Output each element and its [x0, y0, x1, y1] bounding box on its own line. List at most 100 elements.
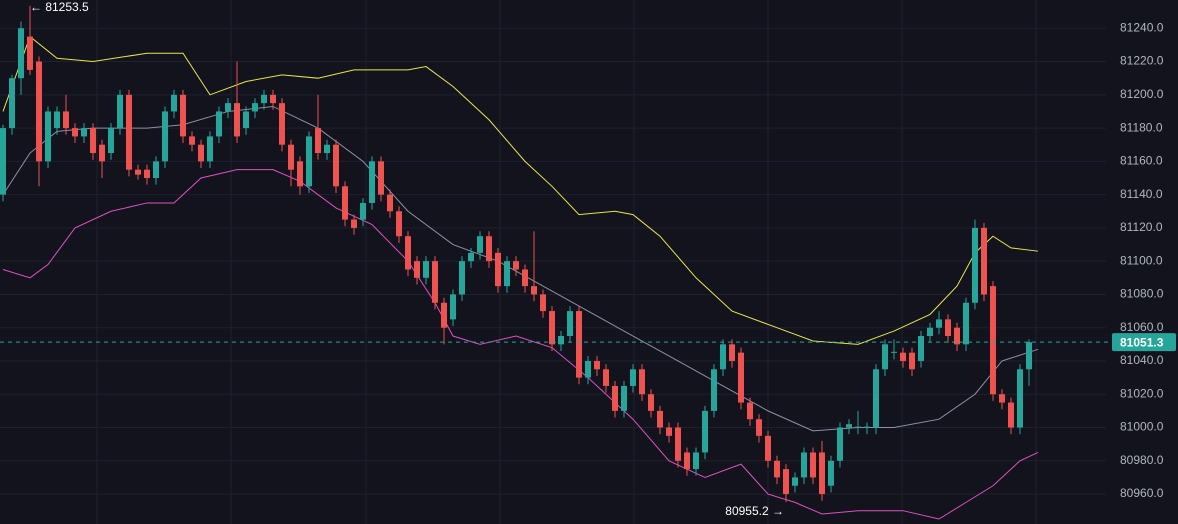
- candle-body: [90, 128, 96, 154]
- candle-body: [72, 128, 78, 137]
- candle-body: [252, 103, 258, 112]
- candle-body: [774, 460, 780, 478]
- candle-body: [594, 360, 600, 370]
- candle-body: [792, 477, 798, 486]
- candle-body: [864, 426, 870, 428]
- candle-body: [693, 452, 699, 470]
- candle-body: [684, 452, 690, 470]
- candle-body: [324, 144, 330, 154]
- candle-body: [513, 261, 519, 270]
- candle-body: [360, 202, 366, 220]
- candle-body: [243, 111, 249, 129]
- candle-body: [459, 261, 465, 295]
- candle-body: [0, 128, 6, 195]
- candle-body: [936, 319, 942, 328]
- y-tick-label: 81180.0: [1120, 120, 1163, 134]
- candle-body: [621, 385, 627, 411]
- candle-body: [144, 169, 150, 178]
- candle-body: [909, 352, 915, 370]
- candle-body: [117, 94, 123, 129]
- candle-body: [216, 111, 222, 137]
- candle-body: [180, 94, 186, 137]
- candle-body: [927, 327, 933, 337]
- y-tick-label: 80980.0: [1120, 453, 1164, 467]
- candle-body: [666, 427, 672, 436]
- candle-body: [855, 426, 861, 428]
- candle-body: [108, 128, 114, 154]
- candle-body: [657, 410, 663, 428]
- y-tick-label: 81060.0: [1120, 320, 1164, 334]
- candle-body: [477, 236, 483, 253]
- candle-body: [18, 28, 24, 79]
- candle-body: [333, 144, 339, 187]
- candle-body: [585, 360, 591, 378]
- candle-body: [207, 136, 213, 162]
- candle-body: [711, 369, 717, 411]
- candle-body: [378, 161, 384, 195]
- candle-body: [36, 61, 42, 162]
- candle-body: [270, 94, 276, 104]
- candle-body: [81, 128, 87, 137]
- candle-body: [522, 269, 528, 287]
- candle-body: [387, 194, 393, 212]
- y-tick-label: 81160.0: [1120, 154, 1163, 168]
- y-tick-label: 81000.0: [1120, 420, 1164, 434]
- candle-body: [765, 435, 771, 461]
- candle-body: [1026, 342, 1032, 370]
- candle-body: [531, 286, 537, 295]
- candle-body: [810, 452, 816, 478]
- extreme-annotation: ← 81253.5: [30, 0, 89, 14]
- candle-body: [441, 302, 447, 328]
- candle-body: [603, 369, 609, 386]
- candle-body: [162, 111, 168, 162]
- candle-body: [126, 94, 132, 170]
- candle-body: [342, 186, 348, 220]
- candle-body: [900, 352, 906, 361]
- candle-body: [1017, 369, 1023, 428]
- candle-body: [486, 236, 492, 262]
- candle-body: [747, 402, 753, 420]
- candle-body: [450, 294, 456, 320]
- candle-body: [171, 94, 177, 112]
- candle-body: [945, 319, 951, 337]
- candle-body: [783, 469, 789, 495]
- candle-body: [954, 327, 960, 345]
- candle-body: [612, 385, 618, 411]
- y-tick-label: 81200.0: [1120, 87, 1164, 101]
- candle-body: [54, 111, 60, 129]
- y-tick-label: 81100.0: [1120, 253, 1163, 267]
- candle-body: [27, 36, 33, 70]
- candle-body: [234, 103, 240, 137]
- candle-body: [261, 94, 267, 104]
- y-tick-label: 81140.0: [1120, 187, 1163, 201]
- candle-body: [918, 336, 924, 361]
- candle-body: [225, 103, 231, 112]
- candle-body: [702, 410, 708, 453]
- candle-body: [549, 311, 555, 345]
- candle-body: [540, 294, 546, 312]
- candle-body: [468, 252, 474, 262]
- candle-body: [495, 252, 501, 287]
- candle-body: [819, 452, 825, 495]
- candle-body: [981, 227, 987, 295]
- candle-body: [369, 161, 375, 203]
- candle-body: [189, 136, 195, 145]
- y-tick-label: 81020.0: [1120, 386, 1164, 400]
- candle-body: [648, 394, 654, 411]
- candle-body: [558, 336, 564, 345]
- candle-body: [837, 427, 843, 461]
- last-price-label: 81051.3: [1120, 335, 1164, 349]
- candle-body: [972, 227, 978, 303]
- extreme-annotation: 80955.2 →: [725, 504, 784, 518]
- candle-body: [504, 261, 510, 287]
- y-tick-label: 81240.0: [1120, 20, 1164, 34]
- band-line: [2, 169, 1039, 520]
- y-tick-label: 81040.0: [1120, 353, 1164, 367]
- candle-body: [756, 419, 762, 436]
- candle-body: [315, 128, 321, 154]
- candle-body: [279, 103, 285, 145]
- candle-body: [45, 111, 51, 162]
- y-tick-label: 80960.0: [1120, 486, 1164, 500]
- candle-body: [9, 78, 15, 129]
